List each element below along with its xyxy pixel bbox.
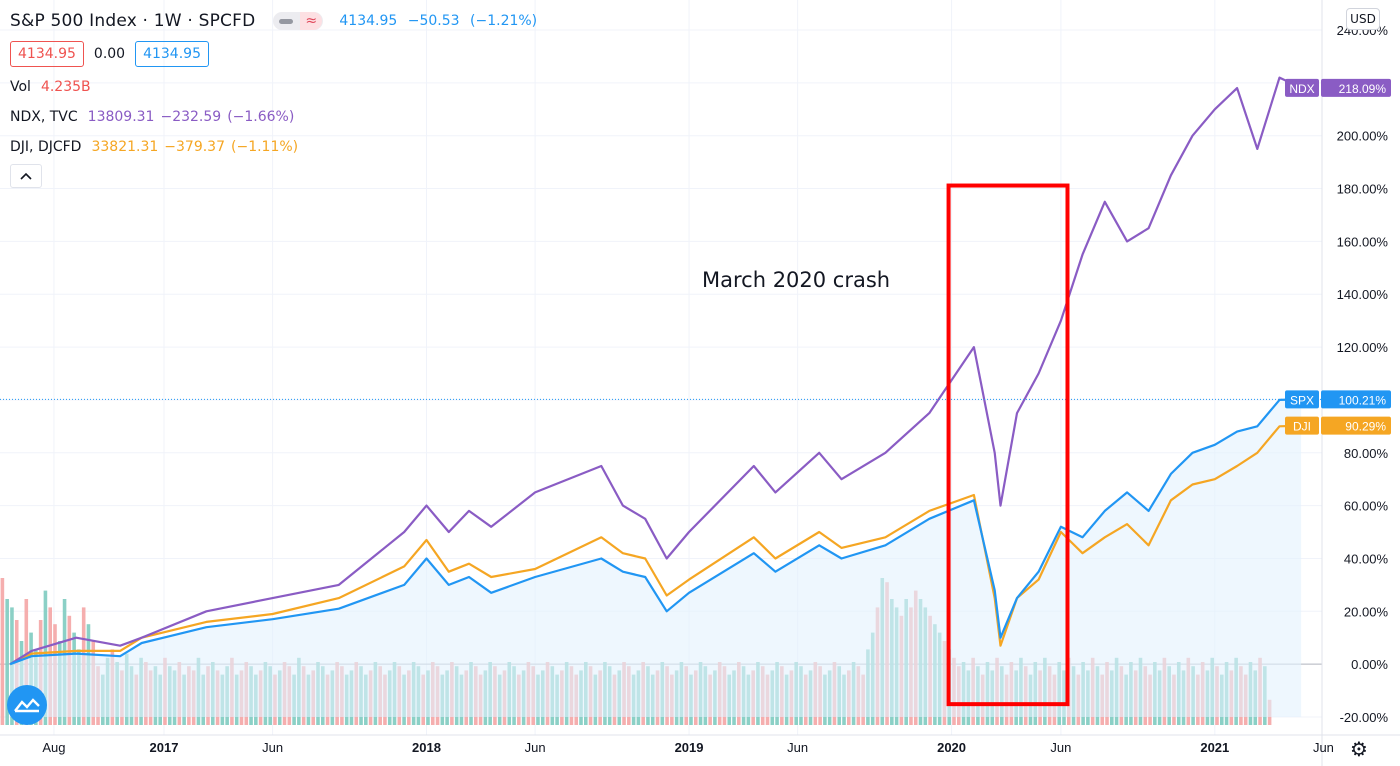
currency-button[interactable]: USD bbox=[1346, 8, 1380, 30]
series-last-value-label: 90.29% bbox=[1345, 420, 1386, 434]
legend: S&P 500 Index · 1W · SPCFD ≈ 4134.95 −50… bbox=[10, 6, 543, 188]
series-badge-label: SPX bbox=[1290, 393, 1314, 407]
x-tick-label: Jun bbox=[525, 740, 546, 755]
series-badge-label: DJI bbox=[1293, 420, 1311, 434]
volume-bar bbox=[0, 578, 5, 725]
vol-label: Vol bbox=[10, 79, 31, 95]
x-tick-label: 2017 bbox=[150, 740, 179, 755]
ndx-change-pct: (−1.66%) bbox=[227, 109, 295, 125]
chevron-up-icon bbox=[20, 172, 32, 180]
price-boxes-row: 4134.95 0.00 4134.95 bbox=[10, 36, 543, 72]
series-last-value-badge bbox=[1321, 416, 1391, 435]
legend-vol-row[interactable]: Vol 4.235B bbox=[10, 72, 543, 102]
legend-header-row: S&P 500 Index · 1W · SPCFD ≈ 4134.95 −50… bbox=[10, 6, 543, 36]
series-line-dji bbox=[9, 424, 1302, 666]
y-tick-label: 60.00% bbox=[1344, 499, 1389, 514]
header-change-pct: (−1.21%) bbox=[470, 13, 538, 29]
vol-value: 4.235B bbox=[40, 79, 91, 95]
crash-annotation: March 2020 crash bbox=[702, 268, 890, 292]
series-last-value-badge bbox=[1321, 390, 1391, 409]
x-tick-label: Jun bbox=[262, 740, 283, 755]
compare-wave-icon: ≈ bbox=[300, 12, 323, 30]
tradingview-logo-icon[interactable] bbox=[7, 685, 47, 725]
dji-label: DJI, DJCFD bbox=[10, 139, 82, 155]
series-line-spx bbox=[9, 398, 1302, 666]
volume-bar bbox=[5, 599, 9, 725]
y-tick-label: 180.00% bbox=[1337, 182, 1389, 197]
y-tick-label: 120.00% bbox=[1337, 340, 1389, 355]
spread-value: 0.00 bbox=[93, 46, 126, 62]
series-line-ndx bbox=[9, 76, 1302, 666]
y-tick-label: 40.00% bbox=[1344, 551, 1389, 566]
x-tick-label: Aug bbox=[42, 740, 65, 755]
x-tick-label: 2019 bbox=[675, 740, 704, 755]
price-scale bbox=[1322, 0, 1400, 735]
series-toggle-pill[interactable]: ≈ bbox=[273, 12, 324, 30]
bid-price-box[interactable]: 4134.95 bbox=[10, 41, 84, 67]
series-badge-spx bbox=[1285, 390, 1319, 409]
ndx-change: −232.59 bbox=[160, 109, 222, 125]
gear-icon[interactable]: ⚙ bbox=[1350, 737, 1368, 761]
y-tick-label: 0.00% bbox=[1351, 657, 1388, 672]
y-tick-label: 200.00% bbox=[1337, 129, 1389, 144]
y-tick-label: 20.00% bbox=[1344, 604, 1389, 619]
spx-area-fill bbox=[10, 399, 1302, 717]
y-tick-label: 140.00% bbox=[1337, 287, 1389, 302]
x-tick-label: 2018 bbox=[412, 740, 441, 755]
dji-change-pct: (−1.11%) bbox=[231, 139, 299, 155]
series-badge-label: NDX bbox=[1289, 82, 1314, 96]
y-tick-label: 80.00% bbox=[1344, 446, 1389, 461]
x-tick-label: Jun bbox=[787, 740, 808, 755]
y-tick-label: 160.00% bbox=[1337, 234, 1389, 249]
series-badge-ndx bbox=[1285, 78, 1319, 97]
dji-change: −379.37 bbox=[164, 139, 225, 155]
series-last-value-label: 100.21% bbox=[1339, 393, 1387, 407]
x-tick-label: 2020 bbox=[937, 740, 966, 755]
header-change: −50.53 bbox=[407, 13, 460, 29]
symbol-title[interactable]: S&P 500 Index · 1W · SPCFD bbox=[10, 11, 256, 31]
x-tick-label: Jun bbox=[1050, 740, 1071, 755]
header-price: 4134.95 bbox=[339, 13, 398, 29]
hide-icon bbox=[279, 18, 294, 24]
collapse-legend-button[interactable] bbox=[10, 164, 42, 188]
series-badge-dji bbox=[1285, 416, 1319, 435]
ask-price-box[interactable]: 4134.95 bbox=[135, 41, 209, 67]
legend-dji-row[interactable]: DJI, DJCFD 33821.31 −379.37 (−1.11%) bbox=[10, 132, 543, 162]
ndx-label: NDX, TVC bbox=[10, 109, 78, 125]
series-last-value-badge bbox=[1321, 78, 1391, 97]
dji-value: 33821.31 bbox=[91, 139, 159, 155]
y-tick-label: -20.00% bbox=[1340, 710, 1389, 725]
x-tick-label: Jun bbox=[1313, 740, 1334, 755]
x-tick-label: 2021 bbox=[1200, 740, 1229, 755]
header-values: 4134.95 −50.53 (−1.21%) bbox=[339, 13, 543, 29]
ndx-value: 13809.31 bbox=[87, 109, 155, 125]
legend-ndx-row[interactable]: NDX, TVC 13809.31 −232.59 (−1.66%) bbox=[10, 102, 543, 132]
series-last-value-label: 218.09% bbox=[1339, 82, 1387, 96]
crash-highlight-box bbox=[946, 183, 1070, 707]
